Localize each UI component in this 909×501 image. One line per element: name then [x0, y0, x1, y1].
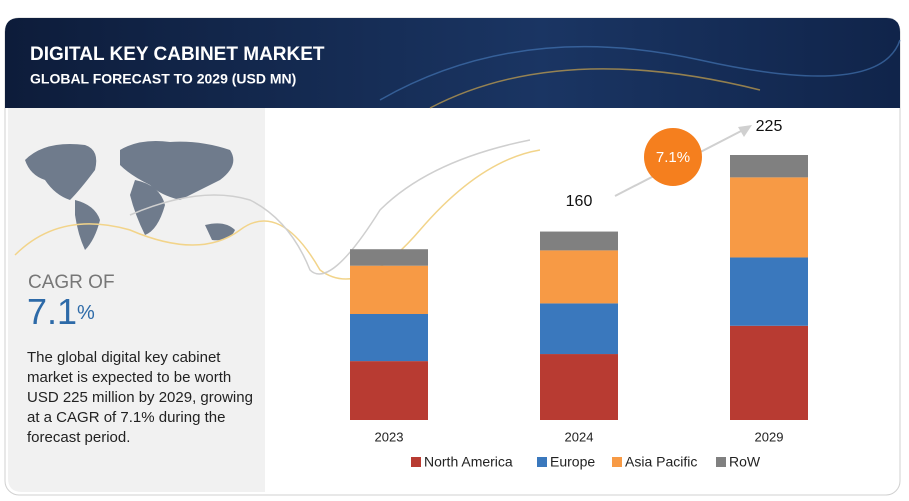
bar-segment [730, 257, 808, 326]
side-panel [8, 108, 265, 492]
cagr-bubble [644, 128, 702, 186]
total-label: 225 [756, 118, 783, 135]
bar-segment [350, 314, 428, 362]
bar-segment [540, 354, 618, 420]
legend-swatch [716, 457, 726, 467]
bar-segment [730, 177, 808, 258]
legend-swatch [411, 457, 421, 467]
legend-swatch [612, 457, 622, 467]
legend-swatch [537, 457, 547, 467]
cagr-value: 7.1% [27, 291, 95, 332]
header-band [5, 18, 900, 108]
title: DIGITAL KEY CABINET MARKET [30, 44, 325, 65]
decor-line [129, 139, 531, 275]
subtitle: GLOBAL FORECAST TO 2029 (USD MN) [30, 71, 296, 87]
bar-segment [730, 155, 808, 178]
bar-segment [350, 265, 428, 314]
cagr-arrowhead [738, 125, 752, 137]
x-tick-label: 2029 [755, 429, 784, 444]
x-tick-label: 2024 [565, 429, 594, 444]
legend-label: North America [424, 454, 513, 470]
bar-segment [540, 303, 618, 355]
legend-label: Asia Pacific [625, 454, 697, 470]
cagr-label: CAGR OF [28, 272, 115, 293]
cagr-annotation: 7.1% [656, 149, 690, 166]
bar-segment [350, 361, 428, 420]
legend-label: Europe [550, 454, 595, 470]
x-tick-label: 2023 [375, 429, 404, 444]
total-label: 160 [566, 193, 593, 210]
description: The global digital key cabinet market is… [27, 349, 253, 446]
bar-segment [350, 249, 428, 266]
bar-segment [730, 325, 808, 420]
decor-line [379, 39, 901, 101]
legend-label: RoW [729, 454, 761, 470]
bar-segment [540, 231, 618, 251]
decor-line [429, 68, 761, 109]
bar-segment [540, 250, 618, 304]
